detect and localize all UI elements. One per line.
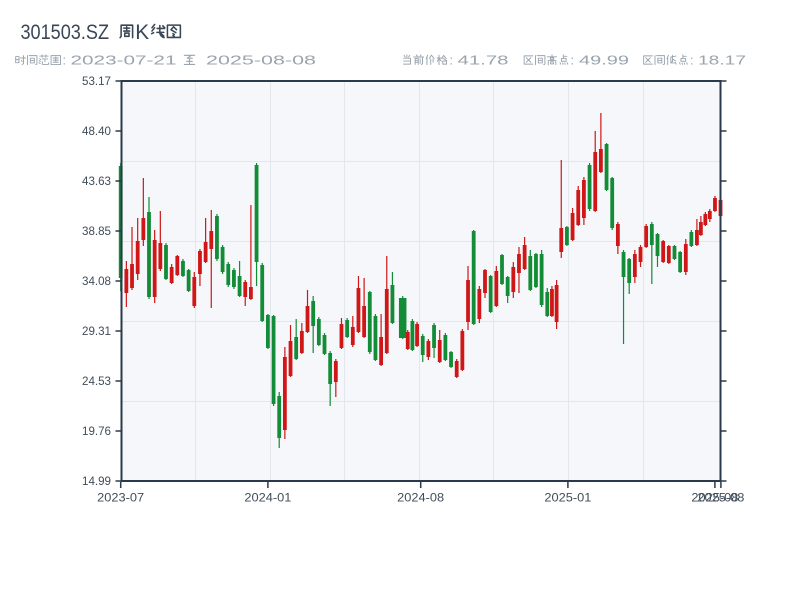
- svg-text:2024-01: 2024-01: [244, 491, 291, 505]
- svg-text::: :: [571, 53, 574, 67]
- svg-text:301503.SZ: 301503.SZ: [21, 21, 110, 44]
- svg-text::: :: [63, 53, 66, 67]
- svg-text:24.53: 24.53: [82, 374, 111, 388]
- svg-text::: :: [690, 53, 693, 67]
- svg-text:34.08: 34.08: [82, 274, 111, 288]
- svg-text:2024-08: 2024-08: [397, 491, 444, 505]
- svg-text:2023-07: 2023-07: [97, 491, 144, 505]
- svg-text:38.85: 38.85: [82, 224, 111, 238]
- svg-text:14.99: 14.99: [82, 474, 111, 488]
- svg-text:18.17: 18.17: [698, 53, 746, 67]
- svg-text:19.76: 19.76: [82, 424, 111, 438]
- svg-text:49.99: 49.99: [579, 53, 629, 67]
- svg-text:43.63: 43.63: [82, 174, 111, 188]
- svg-text:K: K: [135, 21, 149, 44]
- svg-text::: :: [450, 53, 453, 67]
- svg-text:41.78: 41.78: [458, 53, 509, 67]
- svg-text:2025-01: 2025-01: [544, 491, 591, 505]
- svg-text:48.40: 48.40: [82, 124, 111, 138]
- svg-text:29.31: 29.31: [82, 324, 111, 338]
- svg-text:2025-08: 2025-08: [691, 491, 738, 505]
- svg-text:2025-08-08: 2025-08-08: [206, 53, 316, 67]
- svg-text:2023-07-21: 2023-07-21: [71, 53, 177, 67]
- svg-text:53.17: 53.17: [82, 74, 111, 88]
- svg-text:2025-08: 2025-08: [697, 491, 744, 505]
